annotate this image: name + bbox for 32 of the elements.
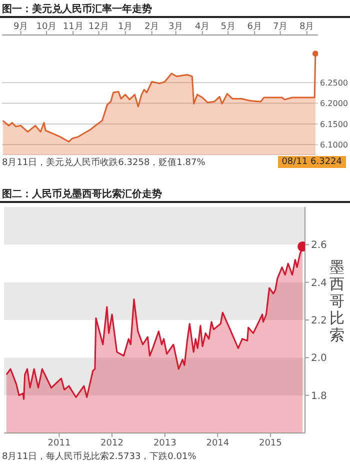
x-tick-label: 6月 (247, 22, 262, 32)
x-tick-label: 3月 (168, 22, 184, 32)
x-tick-label: 10月 (36, 22, 57, 32)
y-axis-title: 墨西哥比索 (328, 258, 346, 344)
x-tick-label: 2014 (206, 438, 230, 448)
y-tick-label: 2.2 (311, 316, 327, 327)
chart-title: 图二：人民币兑墨西哥比索汇价走势 (2, 188, 162, 201)
x-tick-label: 2月 (144, 22, 160, 32)
x-tick-label: 4月 (195, 22, 210, 32)
y-tick-label: 1.8 (311, 390, 327, 402)
x-tick-label: 9月 (13, 22, 28, 32)
y-tick-label: 6.1500 (320, 120, 348, 129)
x-tick-label: 5月 (220, 22, 236, 32)
y-tick-label: 2.6 (311, 240, 327, 252)
text: 8月11日，美元兑人民币收跌6.3258，贬值1.87% (2, 158, 206, 168)
x-tick-label: 11月 (62, 22, 84, 32)
x-tick-label: 2013 (153, 438, 176, 448)
x-tick-label: 8月 (300, 22, 314, 32)
text: 08/11 6.3224 (278, 156, 346, 168)
x-tick-label: 2011 (48, 438, 71, 448)
y-tick-label: 6.1000 (320, 140, 348, 150)
x-tick-label: 2012 (100, 438, 124, 448)
x-tick-label: 12月 (88, 22, 109, 32)
chart-title: 图一：美元兑人民币汇率一年走势 (2, 2, 152, 16)
y-tick-label: 2.4 (311, 278, 327, 289)
text: 8月11日，每人民币兑比索2.5733，下跌0.01% (2, 452, 196, 462)
y-tick-label: 2.0 (311, 353, 327, 364)
y-tick-label: 6.2000 (320, 99, 348, 108)
y-tick-label: 6.2500 (320, 78, 348, 88)
x-tick-label: 7月 (272, 22, 288, 32)
x-tick-label: 2015 (258, 438, 282, 448)
x-tick-label: 1月 (118, 22, 133, 32)
